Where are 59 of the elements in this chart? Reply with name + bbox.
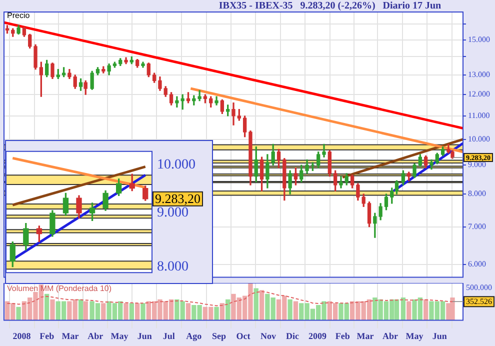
bar <box>450 298 455 320</box>
x-tick-label: Dic <box>286 330 299 341</box>
x-tick-label: Abr <box>382 330 398 341</box>
chart-title: IBX35 - IBEX-35 9.283,20 (-2,26%) Diario 17 Jun <box>218 0 442 12</box>
bar <box>293 301 298 320</box>
bar <box>50 299 55 320</box>
x-tick-label: May <box>110 330 129 341</box>
candlestick <box>198 90 202 102</box>
bar <box>135 303 140 320</box>
x-tick-label: Abr <box>88 330 104 341</box>
y-tick-label: 6.000 <box>468 260 486 269</box>
chart-title: Volumen MM (Ponderada 10) <box>7 284 112 294</box>
y-tick-label: 10.000 <box>157 158 196 173</box>
x-tick-label: Feb <box>40 330 54 341</box>
y-tick-label: 7.000 <box>468 222 486 231</box>
x-tick-label: 2009 <box>308 330 328 341</box>
bar <box>186 303 191 320</box>
bar <box>140 303 146 320</box>
x-tick-label: May <box>406 330 424 341</box>
bar <box>400 298 406 320</box>
bar <box>220 303 225 320</box>
y-tick-label: 10.000 <box>468 134 490 144</box>
bar <box>288 299 292 320</box>
text: 500.000 <box>466 283 492 292</box>
bar <box>406 301 412 320</box>
x-tick-label: Sep <box>212 330 226 341</box>
x-tick-label: Jul <box>162 330 176 341</box>
bar <box>129 303 134 320</box>
bar <box>16 306 21 320</box>
bar <box>226 299 230 320</box>
bar <box>124 303 128 320</box>
y-axis-title: Precio <box>7 11 30 20</box>
y-tick-label: 15.000 <box>468 34 490 44</box>
y-tick-label: 9.000 <box>157 206 188 221</box>
x-tick-label: Feb <box>335 330 350 341</box>
y-tick-label: 11.000 <box>468 110 490 120</box>
x-tick-label: Jun <box>432 330 447 341</box>
y-tick-label: 8.000 <box>468 189 486 198</box>
x-tick-label: Ago <box>186 330 202 341</box>
x-tick-label: Mar <box>62 330 79 341</box>
x-tick-label: 2008 <box>12 330 32 341</box>
x-tick-label: Mar <box>356 330 374 341</box>
y-tick-label: 12.000 <box>468 90 490 99</box>
bar <box>101 303 106 320</box>
x-tick-label: Nov <box>260 330 276 341</box>
bar <box>83 301 88 320</box>
bar <box>254 288 258 320</box>
annotation: 352.526 <box>466 297 492 306</box>
bar <box>44 294 50 320</box>
y-tick-label: 8.000 <box>157 260 188 275</box>
x-tick-label: Jun <box>137 330 152 341</box>
y-tick-label: 13.000 <box>468 70 490 80</box>
bar <box>424 299 428 320</box>
candlestick <box>175 96 179 108</box>
bar <box>78 299 84 320</box>
annotation: 9.283,20 <box>155 190 200 206</box>
bar <box>214 306 219 320</box>
bar <box>259 290 264 320</box>
x-tick-label: Oct <box>236 330 250 341</box>
